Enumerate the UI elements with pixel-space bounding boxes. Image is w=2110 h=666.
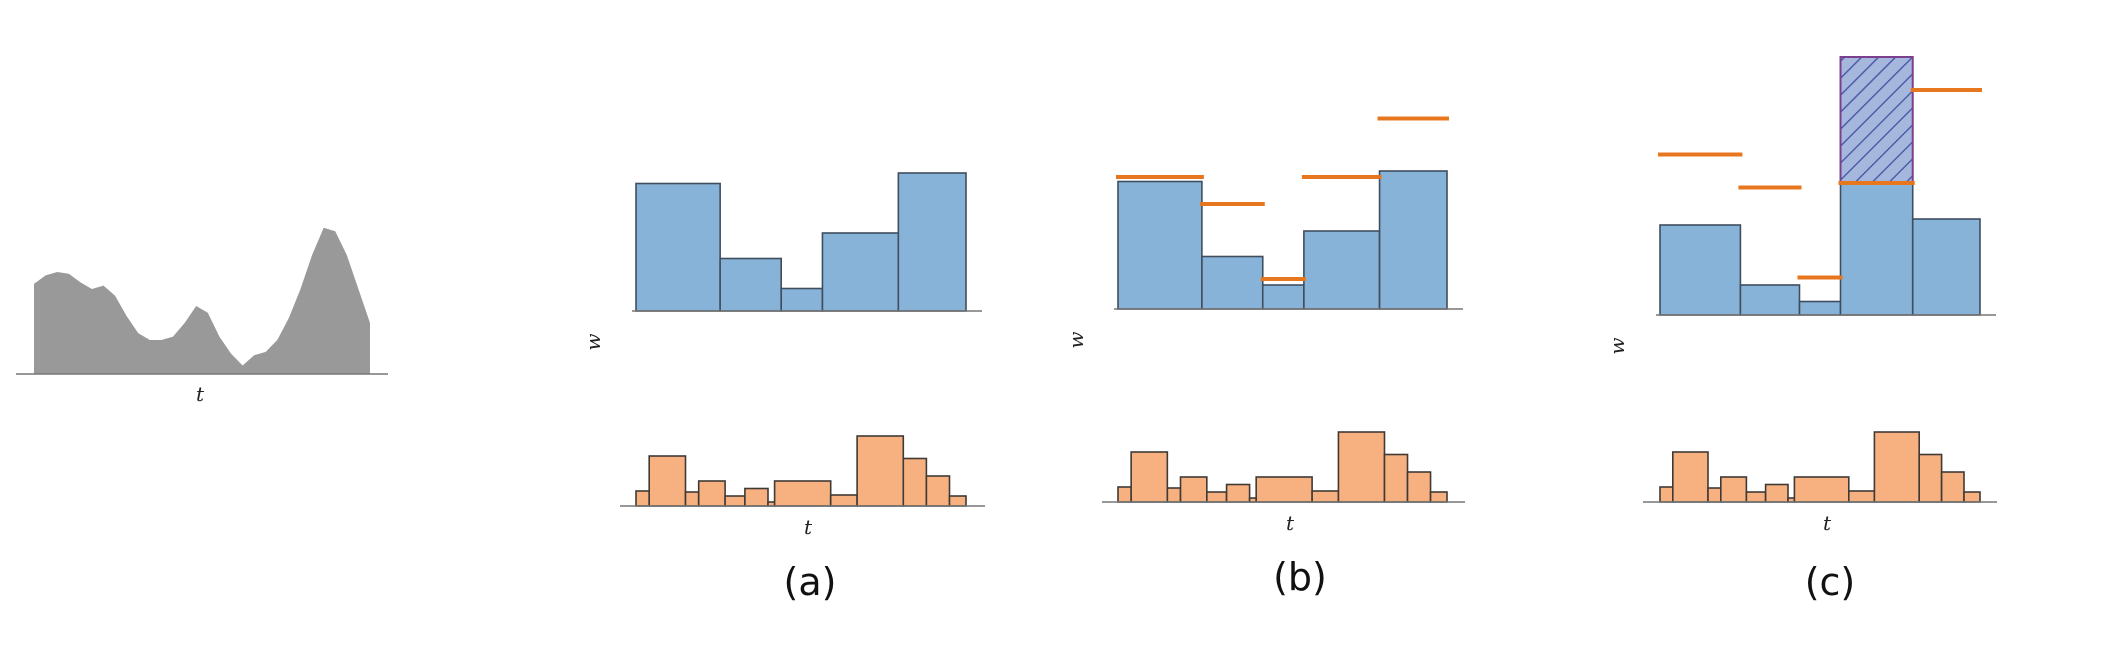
panel-a-weight-bar-4 (821, 232, 900, 312)
panel-c: w t (c) (1605, 56, 1997, 604)
panel-b-weight-bar-2 (1201, 255, 1264, 310)
panel-c-input-bar-10 (1873, 431, 1921, 503)
panel-c-input-bar-13 (1963, 491, 1981, 503)
panel-c-weight-bar-5 (1911, 218, 1981, 316)
panel-a-input-bar-10 (856, 435, 905, 507)
panel-a-weight-bar-5 (897, 172, 967, 312)
panel-a-input-bar-4 (697, 480, 726, 507)
panel-b-input-bar-11 (1383, 453, 1409, 503)
panel-a-weight-bar-2 (719, 257, 783, 312)
panel-a-w-label: w (581, 333, 605, 350)
panel-c-t-label: t (1823, 511, 1832, 535)
panel-c-weight-bar-2 (1739, 284, 1801, 316)
panel-b-input-bar-1 (1117, 486, 1132, 503)
panel-a-input-bar-12 (925, 475, 951, 507)
panel-a-input-bar-13 (948, 495, 967, 507)
panel-a-weight-bar-3 (780, 287, 824, 312)
panel-b-caption: (b) (1273, 555, 1327, 599)
panel-a-input-bar-6 (744, 487, 769, 507)
panel-c-input-bar-6 (1764, 483, 1789, 503)
panel-b-input-bar-13 (1429, 491, 1448, 503)
signal-x-label: t (196, 382, 205, 406)
panel-c-input-bar-11 (1918, 453, 1943, 503)
panel-b-input-bar-6 (1225, 483, 1251, 503)
panel-b-t-label: t (1286, 511, 1295, 535)
panel-a-input-bar-9 (829, 494, 858, 507)
panel-c-input-bar-5 (1745, 491, 1767, 503)
panel-a-input-bar-2 (648, 455, 687, 507)
panel-c-hatched-excess (1839, 56, 1914, 184)
panel-b-input-bar-10 (1337, 431, 1386, 503)
panel-c-input-bar-4 (1720, 476, 1748, 503)
panel-c-weight-bar-4 (1839, 182, 1914, 316)
panel-b-input-bar-12 (1406, 471, 1432, 503)
panel-c-input-bar-2 (1672, 451, 1709, 503)
panel-c-input-bar-9 (1848, 490, 1876, 503)
panel-c-input-bar-3 (1707, 487, 1722, 503)
panel-a-caption: (a) (784, 560, 837, 604)
panel-c-weight-bar-3 (1798, 300, 1842, 316)
panel-c-input-bar-1 (1659, 486, 1674, 503)
panel-a-weight-bar-1 (635, 182, 721, 312)
panel-a-input-bar-8 (773, 480, 832, 507)
panel-a-input-bar-11 (902, 457, 928, 507)
panel-a-input-bar-3 (684, 491, 700, 507)
panel-b-input-bar-5 (1206, 491, 1228, 503)
panel-c-w-label: w (1605, 337, 1629, 354)
panel-a-t-label: t (804, 515, 813, 539)
panel-b-input-bar-4 (1179, 476, 1208, 503)
panel-c-weight-bar-1 (1659, 224, 1742, 316)
panel-b: w t (b) (1064, 116, 1465, 599)
panel-a-input-bar-5 (724, 495, 746, 507)
panel-b-weight-bar-1 (1117, 180, 1203, 310)
panel-b-weight-bar-5 (1378, 170, 1448, 310)
panel-a-input-bar-1 (635, 490, 650, 507)
panel-b-input-bar-3 (1166, 487, 1182, 503)
input-signal: t (16, 227, 388, 406)
panel-a: w t (a) (581, 172, 985, 604)
panel-b-w-label: w (1064, 331, 1088, 348)
panel-c-input-bar-12 (1940, 471, 1965, 503)
panel-b-input-bar-8 (1255, 476, 1313, 503)
panel-b-input-bar-9 (1311, 490, 1340, 503)
panel-c-caption: (c) (1805, 560, 1856, 604)
panel-c-input-bar-8 (1793, 476, 1850, 503)
signal-area (34, 227, 370, 374)
panel-b-weight-bar-3 (1261, 284, 1305, 310)
panel-b-input-bar-2 (1130, 451, 1169, 503)
panel-b-weight-bar-4 (1303, 230, 1381, 310)
